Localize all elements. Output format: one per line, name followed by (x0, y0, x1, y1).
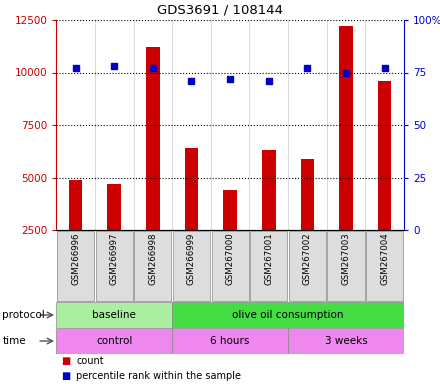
Bar (339, 26, 353, 230)
Bar (173, 231, 210, 301)
Bar (289, 231, 326, 301)
Bar (212, 231, 249, 301)
Bar (56, 302, 172, 328)
Text: ■: ■ (61, 371, 70, 381)
Text: 6 hours: 6 hours (210, 336, 250, 346)
Text: GDS3691 / 108144: GDS3691 / 108144 (157, 3, 283, 16)
Bar (107, 184, 121, 230)
Text: GSM267003: GSM267003 (341, 232, 351, 285)
Text: 3 weeks: 3 weeks (325, 336, 367, 346)
Text: time: time (2, 336, 26, 346)
Text: GSM267001: GSM267001 (264, 232, 273, 285)
Bar (327, 231, 364, 301)
Text: GSM266999: GSM266999 (187, 232, 196, 285)
Bar (57, 231, 94, 301)
Bar (146, 47, 160, 230)
Text: control: control (96, 336, 132, 346)
Bar (134, 231, 172, 301)
Text: GSM267000: GSM267000 (226, 232, 235, 285)
Text: GSM266997: GSM266997 (110, 232, 119, 285)
Bar (366, 231, 403, 301)
Bar (301, 159, 314, 230)
Text: GSM267002: GSM267002 (303, 232, 312, 285)
Text: GSM266996: GSM266996 (71, 232, 80, 285)
Bar (172, 328, 288, 354)
Bar (288, 328, 404, 354)
Text: ■: ■ (61, 356, 70, 366)
Bar (378, 81, 391, 230)
Bar (185, 148, 198, 230)
Bar (56, 328, 172, 354)
Text: olive oil consumption: olive oil consumption (232, 310, 344, 320)
Bar (262, 150, 275, 230)
Text: protocol: protocol (2, 310, 45, 320)
Bar (172, 302, 404, 328)
Bar (224, 190, 237, 230)
Text: percentile rank within the sample: percentile rank within the sample (76, 371, 241, 381)
Bar (69, 180, 82, 230)
Bar (250, 231, 287, 301)
Bar (96, 231, 133, 301)
Text: count: count (76, 356, 104, 366)
Text: GSM266998: GSM266998 (148, 232, 158, 285)
Text: GSM267004: GSM267004 (380, 232, 389, 285)
Text: baseline: baseline (92, 310, 136, 320)
